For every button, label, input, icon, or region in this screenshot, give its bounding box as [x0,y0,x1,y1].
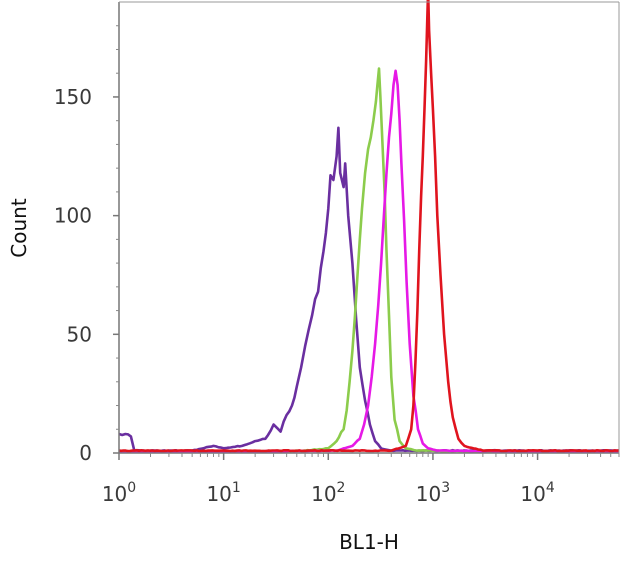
axes-layer [118,1,620,454]
y-tick-label: 150 [54,85,92,109]
y-tick-label: 100 [54,204,92,228]
x-axis-title: BL1-H [339,530,399,554]
x-tick-label: 101 [206,480,240,506]
y-axis-title: Count [7,198,31,258]
x-tick-label: 100 [102,480,136,506]
ticks-layer: 0 50 100 150 100 101 102 103 104 [54,25,620,506]
x-tick-label: 103 [416,480,450,506]
y-tick-label: 0 [79,441,92,465]
x-tick-label: 102 [311,480,345,506]
y-tick-label: 50 [67,322,92,346]
series-layer [119,0,619,453]
x-tick-label: 104 [520,480,554,506]
series-line-3 [119,0,619,453]
